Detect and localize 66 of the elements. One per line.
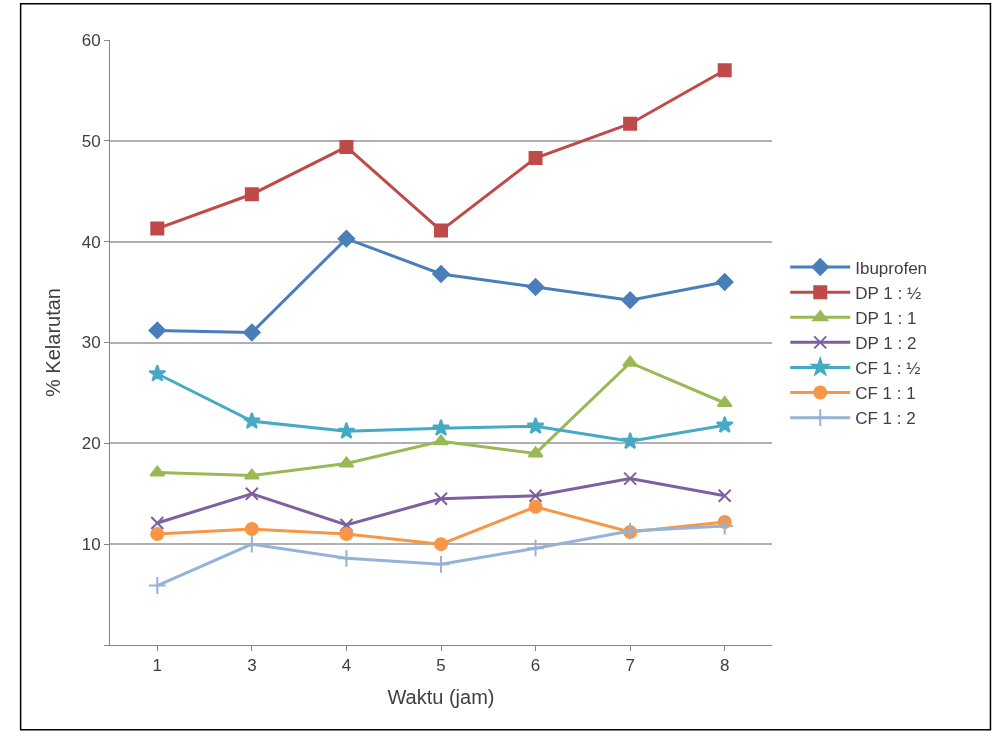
point [527, 446, 544, 458]
legend-label: DP 1 : 1 [855, 308, 917, 328]
point [242, 534, 262, 554]
point [339, 518, 354, 533]
x-tick-label: 3 [247, 656, 257, 676]
point [623, 471, 638, 486]
point [337, 421, 356, 440]
y-tick-label: 10 [81, 535, 101, 555]
point [337, 548, 356, 568]
x-tick-label: 4 [341, 656, 352, 676]
point [243, 323, 261, 342]
point [528, 499, 543, 514]
point [150, 527, 165, 542]
point [528, 150, 543, 165]
legend-label: CF 1 : 2 [855, 409, 916, 429]
point [338, 456, 355, 468]
point [242, 411, 261, 429]
y-tick-label: 20 [81, 434, 101, 454]
point [715, 415, 734, 433]
point [243, 468, 260, 480]
x-tick-label: 7 [625, 656, 635, 676]
point [433, 434, 449, 446]
point [526, 416, 545, 434]
point [149, 465, 166, 477]
x-axis-title: Waktu (jam) [387, 685, 495, 708]
point [339, 527, 354, 542]
y-tick-label: 30 [81, 333, 101, 353]
x-tick-label: 5 [436, 656, 446, 676]
point [337, 229, 356, 248]
point [432, 418, 450, 437]
point [528, 488, 543, 503]
y-tick-label: 40 [81, 232, 101, 252]
x-tick-label: 6 [530, 656, 541, 676]
point [339, 139, 354, 154]
legend-label: DP 1 : ½ [855, 283, 922, 303]
y-tick-label: 60 [81, 30, 101, 50]
point [244, 187, 259, 202]
point [147, 576, 167, 595]
legend-label: DP 1 : 2 [855, 333, 917, 353]
y-tick-label: 50 [81, 131, 101, 151]
point [150, 515, 165, 530]
point [621, 291, 639, 309]
point [434, 491, 448, 506]
point [717, 488, 732, 503]
point [717, 63, 732, 78]
x-tick-label: 8 [719, 656, 730, 676]
point [715, 273, 734, 291]
legend-label: CF 1 : 1 [855, 384, 916, 404]
point [623, 116, 638, 131]
point [434, 223, 448, 238]
point [621, 431, 640, 450]
point [150, 221, 165, 236]
point [526, 278, 545, 296]
x-tick-label: 1 [152, 656, 163, 676]
y-axis-title: % Kelarutan [42, 288, 65, 397]
point [431, 554, 451, 574]
point [434, 537, 448, 552]
point [148, 364, 167, 382]
point [432, 265, 450, 283]
point [244, 486, 259, 501]
point [244, 522, 259, 537]
legend-label: Ibuprofen [855, 258, 928, 278]
point [526, 538, 545, 558]
legend-label: CF 1 : ½ [855, 359, 921, 379]
point [148, 321, 167, 340]
point [622, 355, 639, 367]
